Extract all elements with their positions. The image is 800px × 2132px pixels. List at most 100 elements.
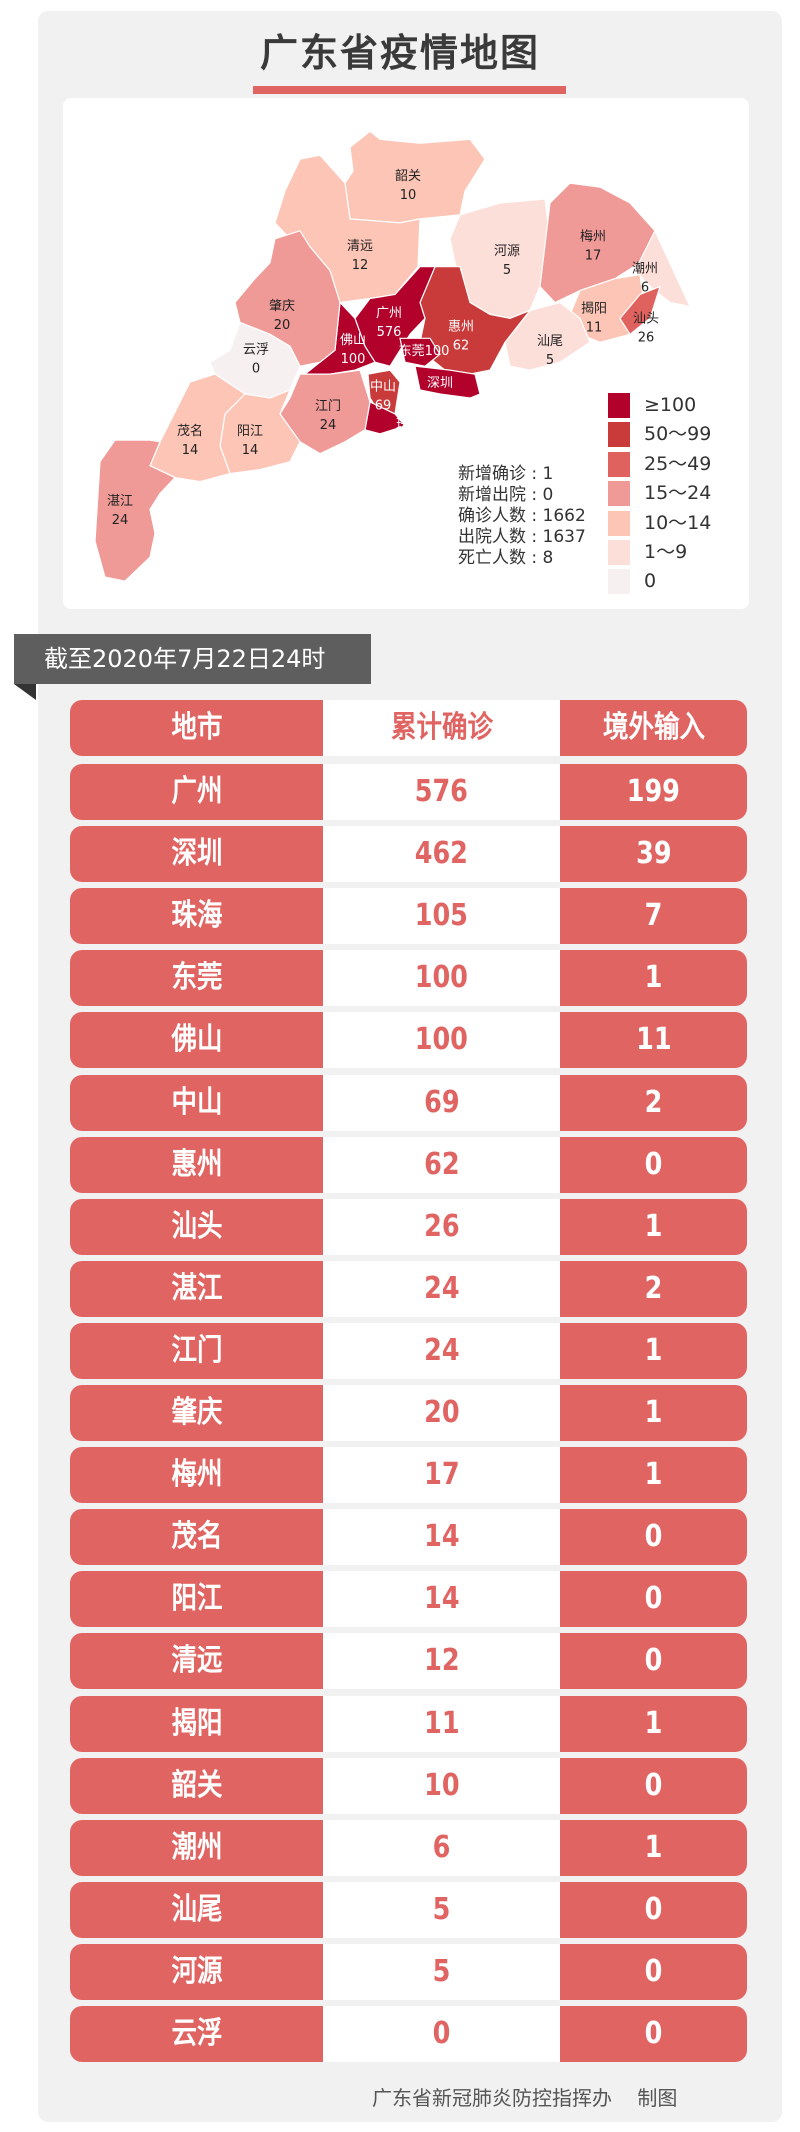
table-row: 揭阳 11 1 bbox=[70, 1695, 747, 1752]
region-dongguan bbox=[399, 337, 441, 367]
imported-cell: 0 bbox=[560, 1571, 747, 1628]
stat-value: 1 bbox=[542, 464, 554, 484]
region-label-meizhou: 梅州 bbox=[580, 230, 606, 245]
region-label-dongguan: 东莞100 bbox=[399, 344, 450, 359]
city-cell: 阳江 bbox=[70, 1571, 323, 1628]
table-row: 清远 12 0 bbox=[70, 1633, 747, 1690]
total-confirmed-cell: 62 bbox=[323, 1136, 560, 1193]
cell-text: 24 bbox=[423, 1270, 460, 1306]
region-label-huizhou: 惠州 bbox=[448, 320, 474, 335]
cell-text: 6 bbox=[432, 1829, 451, 1865]
cell-text: 11 bbox=[423, 1705, 460, 1741]
total-confirmed-cell: 5 bbox=[323, 1881, 560, 1938]
cell-text: 1 bbox=[644, 960, 663, 996]
region-value-zhuhai: 105 bbox=[397, 436, 422, 451]
table-row: 东莞 100 1 bbox=[70, 950, 747, 1007]
region-label-chaozhou: 潮州 bbox=[632, 261, 658, 276]
cell-text: 12 bbox=[423, 1643, 460, 1679]
stat-label: 死亡人数 bbox=[458, 548, 526, 568]
legend-item: 1～9 bbox=[608, 540, 687, 565]
cell-text: 揭阳 bbox=[171, 1705, 222, 1741]
cell-text: 20 bbox=[423, 1395, 460, 1430]
total-confirmed-cell: 累计确诊 bbox=[323, 700, 560, 756]
imported-cell: 0 bbox=[560, 1943, 747, 2000]
cell-text: 茂名 bbox=[171, 1519, 222, 1555]
cell-text: 2 bbox=[644, 1084, 663, 1120]
total-confirmed-cell: 10 bbox=[323, 1757, 560, 1814]
region-guangzhou bbox=[354, 266, 436, 367]
cell-text: 100 bbox=[414, 1022, 469, 1058]
imported-cell: 境外输入 bbox=[560, 700, 747, 756]
city-cell: 地市 bbox=[70, 700, 323, 756]
table-row: 中山 69 2 bbox=[70, 1074, 747, 1131]
region-value-jiangmen: 24 bbox=[320, 418, 337, 433]
imported-cell: 1 bbox=[560, 1447, 747, 1504]
region-label-shantou: 汕头 bbox=[633, 312, 659, 327]
city-cell: 珠海 bbox=[70, 888, 323, 945]
cell-text: 39 bbox=[635, 836, 672, 872]
region-label-qingyuan: 清远 bbox=[347, 239, 373, 254]
legend-swatch bbox=[608, 451, 630, 477]
stat-value: 8 bbox=[542, 548, 554, 568]
total-confirmed-cell: 14 bbox=[323, 1571, 560, 1628]
region-label-yunfu: 云浮 bbox=[243, 343, 269, 358]
map-panel: 韶关 10 清远 12 河源 5 梅州 17 潮州 6 揭阳 11 汕头 26 汕尾 5 惠州 62 广州 576 东莞… bbox=[63, 98, 749, 609]
table-row: 湛江 24 2 bbox=[70, 1260, 747, 1317]
stat-line: 确诊人数 : 1662 bbox=[458, 506, 586, 526]
cell-text: 11 bbox=[635, 1022, 672, 1058]
legend-label: 50～99 bbox=[644, 423, 712, 446]
legend-label: 1～9 bbox=[644, 541, 688, 563]
cell-text: 境外输入 bbox=[602, 710, 705, 745]
city-cell: 茂名 bbox=[70, 1509, 323, 1566]
region-label-zhongshan: 中山 bbox=[370, 379, 396, 394]
total-confirmed-cell: 14 bbox=[323, 1509, 560, 1566]
stat-line: 新增出院 : 0 bbox=[458, 485, 554, 505]
legend-item: ≥100 bbox=[608, 393, 696, 418]
table-row: 珠海 105 7 bbox=[70, 888, 747, 945]
stat-label: 新增出院 bbox=[458, 485, 526, 505]
legend-label: 10～14 bbox=[644, 511, 712, 534]
cell-text: 62 bbox=[423, 1146, 460, 1182]
cell-text: 7 bbox=[644, 898, 663, 934]
region-value-yunfu: 0 bbox=[252, 362, 260, 377]
imported-cell: 0 bbox=[560, 1509, 747, 1566]
city-cell: 韶关 bbox=[70, 1757, 323, 1814]
cell-text: 1 bbox=[644, 1208, 663, 1244]
table-row: 深圳 462 39 bbox=[70, 826, 747, 883]
footer-credit: 广东省新冠肺炎防控指挥办 制图 bbox=[372, 2086, 678, 2110]
total-confirmed-cell: 26 bbox=[323, 1198, 560, 1255]
total-confirmed-cell: 69 bbox=[323, 1074, 560, 1131]
cell-text: 1 bbox=[644, 1332, 663, 1368]
cell-text: 462 bbox=[414, 836, 469, 872]
city-cell: 广州 bbox=[70, 764, 323, 820]
region-label-shanwei: 汕尾 bbox=[537, 334, 563, 349]
cell-text: 100 bbox=[414, 960, 469, 996]
total-confirmed-cell: 100 bbox=[323, 1012, 560, 1069]
region-value-shantou: 26 bbox=[638, 331, 655, 346]
region-value-meizhou: 17 bbox=[585, 249, 602, 264]
page-title: 广东省疫情地图 bbox=[259, 31, 540, 75]
legend-swatch bbox=[608, 393, 630, 418]
table-header: 地市 累计确诊 境外输入 bbox=[70, 700, 747, 756]
city-cell: 肇庆 bbox=[70, 1385, 323, 1441]
table-row: 阳江 14 0 bbox=[70, 1571, 747, 1628]
cell-text: 5 bbox=[432, 1953, 451, 1989]
stat-label: 出院人数 bbox=[458, 527, 526, 547]
cell-text: 潮州 bbox=[171, 1829, 222, 1865]
city-cell: 中山 bbox=[70, 1074, 323, 1131]
stat-value: 1662 bbox=[542, 506, 586, 526]
total-confirmed-cell: 0 bbox=[323, 2006, 560, 2062]
imported-cell: 7 bbox=[560, 888, 747, 945]
cell-text: 1 bbox=[644, 1829, 663, 1865]
table-row: 汕尾 5 0 bbox=[70, 1881, 747, 1938]
table-row: 云浮 0 0 bbox=[70, 2006, 747, 2062]
imported-cell: 39 bbox=[560, 826, 747, 883]
banner-fold bbox=[14, 684, 36, 700]
cell-text: 0 bbox=[644, 1146, 663, 1182]
region-value-guangzhou: 576 bbox=[377, 325, 402, 340]
region-value-chaozhou: 6 bbox=[641, 280, 649, 295]
region-value-qingyuan: 12 bbox=[352, 258, 369, 273]
imported-cell: 1 bbox=[560, 1819, 747, 1876]
legend-item: 15～24 bbox=[608, 481, 711, 507]
cell-text: 0 bbox=[644, 1581, 663, 1617]
